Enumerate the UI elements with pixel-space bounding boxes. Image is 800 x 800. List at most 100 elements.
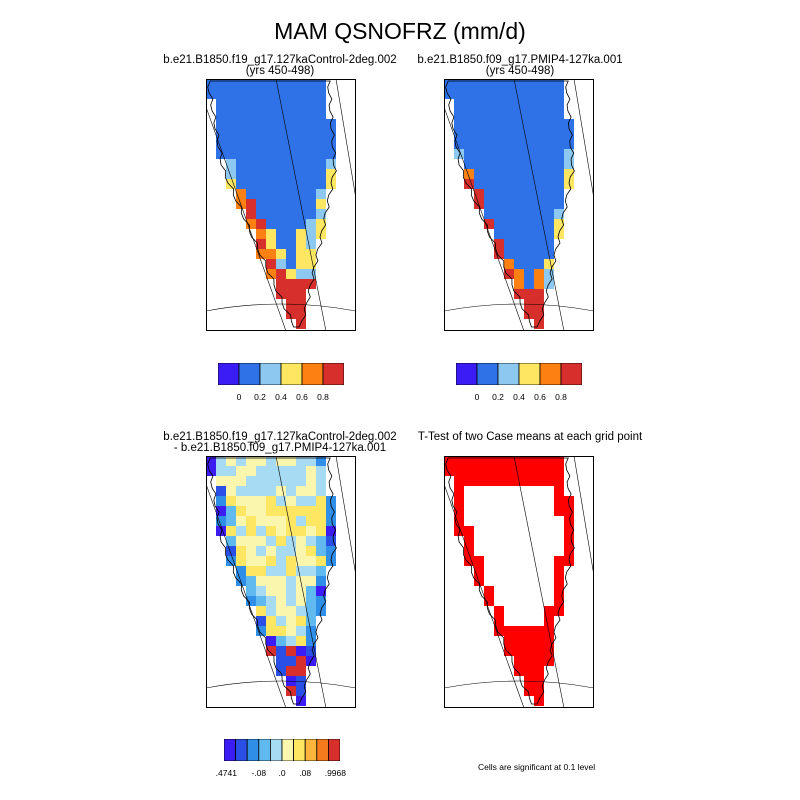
grid-cell — [544, 109, 554, 119]
grid-cell — [316, 456, 326, 466]
map-panel-ttest — [444, 456, 594, 708]
grid-cell — [226, 99, 236, 109]
grid-cell — [236, 109, 246, 119]
grid-cell — [514, 269, 524, 279]
map-svg — [444, 456, 594, 708]
grid-cell — [306, 209, 316, 219]
grid-cell — [494, 476, 504, 486]
grid-cell — [246, 496, 256, 506]
grid-cell — [524, 109, 534, 119]
grid-cell — [306, 179, 316, 189]
grid-cell — [256, 149, 266, 159]
grid-cell — [306, 536, 316, 546]
grid-cell — [306, 576, 316, 586]
grid-cell — [256, 199, 266, 209]
grid-cell — [444, 89, 454, 99]
grid-cell — [564, 516, 574, 526]
grid-cell — [236, 99, 246, 109]
grid-cell — [554, 556, 564, 566]
grid-cell — [246, 546, 256, 556]
grid-cell — [454, 476, 464, 486]
grid-cell — [266, 179, 276, 189]
grid-cell — [296, 636, 306, 646]
grid-cell — [514, 179, 524, 189]
grid-cell — [554, 466, 564, 476]
grid-cell — [296, 696, 306, 706]
grid-cell — [296, 249, 306, 259]
colorbar-box — [223, 738, 237, 762]
grid-cell — [454, 119, 464, 129]
grid-cell — [564, 536, 574, 546]
grid-cell — [276, 289, 286, 299]
grid-cell — [474, 556, 484, 566]
colorbar-tick-label: .08 — [299, 768, 312, 778]
grid-cell — [306, 269, 316, 279]
grid-cell — [494, 109, 504, 119]
grid-cell — [544, 189, 554, 199]
grid-cell — [474, 169, 484, 179]
grid-cell — [246, 596, 256, 606]
grid-cell — [296, 526, 306, 536]
grid-cell — [226, 536, 236, 546]
colorbar-tick-label: 0 — [236, 392, 242, 402]
grid-cell — [484, 219, 494, 229]
grid-cell — [326, 496, 336, 506]
colorbar-box — [280, 362, 303, 386]
grid-cell — [484, 99, 494, 109]
grid-cell — [256, 119, 266, 129]
colorbar-box — [293, 738, 306, 762]
grid-cell — [296, 666, 306, 676]
grid-cell — [226, 149, 236, 159]
grid-cell — [524, 646, 534, 656]
grid-cell — [276, 526, 286, 536]
grid-cell — [276, 109, 286, 119]
grid-cell — [226, 179, 236, 189]
colorbar-tick-label: 0.8 — [317, 392, 329, 402]
grid-cell — [286, 89, 296, 99]
grid-cell — [226, 159, 236, 169]
grid-cell — [286, 169, 296, 179]
grid-cell — [296, 686, 306, 696]
grid-cell — [326, 546, 336, 556]
grid-cell — [296, 546, 306, 556]
grid-cell — [286, 496, 296, 506]
grid-cell — [306, 506, 316, 516]
grid-cell — [524, 159, 534, 169]
grid-cell — [474, 139, 484, 149]
grid-cell — [216, 79, 226, 89]
grid-cell — [514, 656, 524, 666]
grid-cell — [276, 139, 286, 149]
grid-cell — [236, 139, 246, 149]
grid-cell — [306, 546, 316, 556]
grid-cell — [246, 119, 256, 129]
grid-cell — [296, 89, 306, 99]
grid-cell — [306, 646, 316, 656]
grid-cell — [296, 466, 306, 476]
grid-cell — [246, 219, 256, 229]
grid-cell — [514, 279, 524, 289]
grid-cell — [454, 486, 464, 496]
grid-cell — [256, 209, 266, 219]
grid-cell — [276, 516, 286, 526]
grid-cell — [266, 456, 276, 466]
grid-cell — [504, 219, 514, 229]
grid-cell — [504, 189, 514, 199]
grid-cell — [504, 199, 514, 209]
grid-cell — [494, 79, 504, 89]
grid-cell — [296, 496, 306, 506]
grid-cell — [524, 119, 534, 129]
grid-cell — [286, 239, 296, 249]
grid-cell — [454, 79, 464, 89]
colorbar-pmip4 — [455, 362, 583, 386]
grid-cell — [554, 99, 564, 109]
grid-cell — [286, 546, 296, 556]
grid-cell — [306, 486, 316, 496]
grid-cell — [524, 189, 534, 199]
grid-cell — [514, 636, 524, 646]
grid-cell — [276, 119, 286, 129]
grid-cell — [514, 199, 524, 209]
grid-cell — [296, 239, 306, 249]
grid-cell — [504, 149, 514, 159]
grid-cell — [524, 289, 534, 299]
grid-cell — [326, 526, 336, 536]
